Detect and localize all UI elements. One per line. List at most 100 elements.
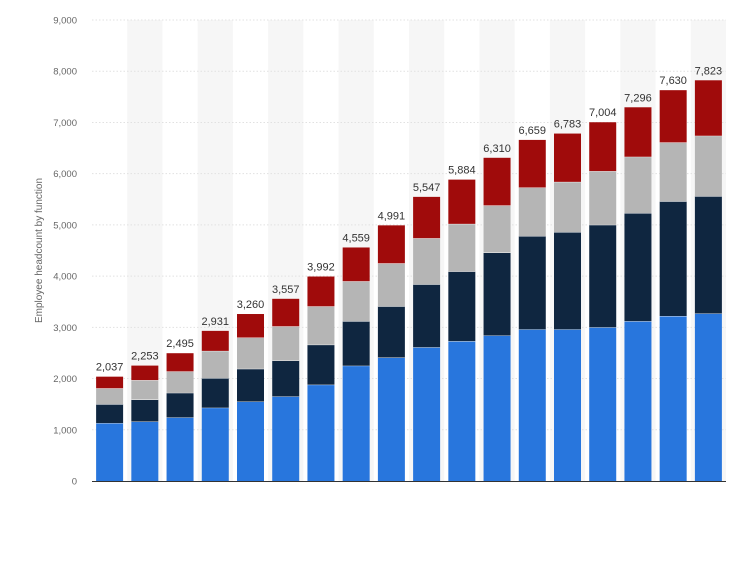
- bar-segment-series-3: [342, 281, 370, 322]
- total-label: 3,992: [307, 262, 335, 274]
- bar-segment-series-3: [131, 380, 159, 400]
- total-label: 2,253: [131, 351, 159, 363]
- total-label: 2,037: [96, 362, 124, 374]
- total-label: 7,004: [589, 107, 617, 119]
- gridlines: [92, 19, 726, 431]
- y-tick-label: 8,000: [53, 67, 77, 78]
- total-labels: 2,037 2,253 2,495 2,931 3,260 3,557 3,992 4,559…: [96, 65, 722, 373]
- y-tick-label: 7,000: [53, 118, 77, 129]
- bar-segment-series-3: [272, 326, 300, 361]
- bar-segment-series-3: [413, 238, 441, 285]
- total-label: 4,559: [342, 232, 370, 244]
- total-label: 6,659: [519, 125, 547, 137]
- bar-segment-series-2: [554, 232, 581, 330]
- bar-segment-series-1: [131, 421, 159, 481]
- bar-segment-series-1: [377, 357, 405, 481]
- y-tick-label: 5,000: [53, 220, 77, 231]
- bar-segment-series-4: [413, 196, 441, 239]
- bar-segment-series-2: [659, 201, 687, 317]
- bar-segment-series-2: [377, 306, 405, 358]
- total-label: 3,557: [272, 284, 300, 296]
- total-label: 5,884: [448, 165, 476, 177]
- bar-segment-series-3: [201, 350, 229, 379]
- bar-segment-series-1: [96, 423, 124, 481]
- bar-segment-series-2: [237, 368, 264, 402]
- bar-segment-series-1: [694, 313, 722, 481]
- bar-segment-series-1: [307, 384, 335, 481]
- total-label: 7,823: [695, 65, 723, 77]
- total-label: 7,630: [659, 75, 687, 87]
- y-axis-label: Employee headcount by function: [34, 178, 45, 323]
- y-tick-label: 3,000: [53, 323, 77, 334]
- y-tick-label: 0: [72, 477, 77, 488]
- bar-segment-series-4: [377, 225, 405, 264]
- y-tick-label: 9,000: [53, 16, 77, 27]
- bar-segment-series-3: [554, 181, 581, 233]
- bar-segment-series-3: [377, 263, 405, 307]
- bar-segments: [96, 80, 722, 481]
- total-label: 5,547: [413, 182, 441, 194]
- bar-segment-series-1: [448, 341, 476, 481]
- bar-segment-series-4: [589, 122, 617, 172]
- total-label: 6,310: [483, 143, 511, 155]
- total-label: 7,296: [624, 92, 652, 104]
- bar-segment-series-4: [554, 133, 581, 182]
- total-label: 2,931: [202, 316, 230, 328]
- bar-segment-series-2: [342, 321, 370, 366]
- bar-segment-series-1: [554, 329, 581, 481]
- bar-segment-series-1: [589, 327, 617, 481]
- bar-segment-series-1: [624, 321, 652, 481]
- bar-segment-series-4: [131, 365, 159, 381]
- bar-segment-series-4: [342, 247, 370, 282]
- bar-segment-series-2: [483, 252, 511, 336]
- y-tick-label: 1,000: [53, 425, 77, 436]
- bar-segment-series-4: [483, 157, 511, 206]
- bar-segment-series-4: [166, 353, 194, 372]
- bar-segment-series-2: [518, 236, 546, 330]
- bar-segment-series-1: [518, 329, 546, 481]
- bar-segment-series-1: [659, 316, 687, 481]
- bar-segment-series-1: [272, 396, 300, 481]
- bar-segment-series-4: [201, 330, 229, 351]
- bar-segment-series-1: [237, 401, 264, 481]
- bar-segment-series-3: [448, 223, 476, 272]
- bar-segment-series-3: [518, 187, 546, 237]
- bar-segment-series-2: [307, 344, 335, 385]
- bar-segment-series-4: [518, 139, 546, 188]
- bar-segment-series-1: [342, 365, 370, 481]
- bar-segment-series-2: [96, 404, 124, 424]
- bar-segment-series-3: [694, 135, 722, 197]
- bar-segment-series-1: [166, 417, 194, 481]
- bar-segment-series-4: [659, 90, 687, 143]
- bar-segment-series-4: [307, 276, 335, 307]
- bar-segment-series-4: [272, 298, 300, 327]
- total-label: 3,260: [237, 299, 265, 311]
- bar-segment-series-2: [624, 213, 652, 322]
- bar-segment-series-3: [166, 371, 194, 393]
- bar-segment-series-1: [413, 347, 441, 481]
- bar-segment-series-2: [272, 360, 300, 397]
- bar-segment-series-3: [96, 388, 124, 405]
- bar-segment-series-2: [201, 378, 229, 408]
- bar-segment-series-2: [166, 392, 194, 418]
- y-tick-label: 6,000: [53, 169, 77, 180]
- y-axis-ticks: 0 1,000 2,000 3,000 4,000 5,000 6,000 7,000 8,00…: [53, 16, 77, 488]
- bar-segment-series-3: [659, 142, 687, 202]
- bar-segment-series-3: [589, 171, 617, 225]
- bar-segment-series-1: [483, 335, 511, 481]
- bar-segment-series-1: [201, 407, 229, 481]
- bar-segment-series-4: [448, 179, 476, 224]
- y-tick-label: 2,000: [53, 374, 77, 385]
- total-label: 2,495: [166, 338, 194, 350]
- total-label: 4,991: [378, 210, 406, 222]
- bar-segment-series-4: [237, 314, 264, 338]
- bar-segment-series-3: [237, 337, 264, 369]
- total-label: 6,783: [554, 119, 582, 131]
- bar-segment-series-2: [131, 399, 159, 422]
- bar-segment-series-4: [96, 376, 124, 389]
- bar-segment-series-3: [307, 306, 335, 345]
- bar-segment-series-3: [624, 156, 652, 214]
- bar-segment-series-2: [413, 284, 441, 348]
- bar-segment-series-4: [624, 107, 652, 157]
